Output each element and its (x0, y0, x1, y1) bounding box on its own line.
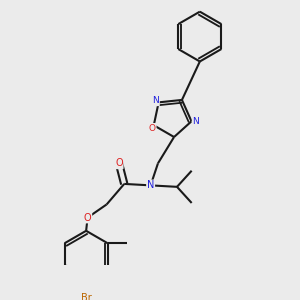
Text: O: O (115, 158, 123, 168)
Text: N: N (193, 117, 199, 126)
Text: N: N (152, 96, 159, 105)
Text: O: O (84, 213, 92, 223)
Text: N: N (147, 180, 154, 190)
Text: O: O (149, 124, 156, 133)
Text: Br: Br (81, 292, 92, 300)
